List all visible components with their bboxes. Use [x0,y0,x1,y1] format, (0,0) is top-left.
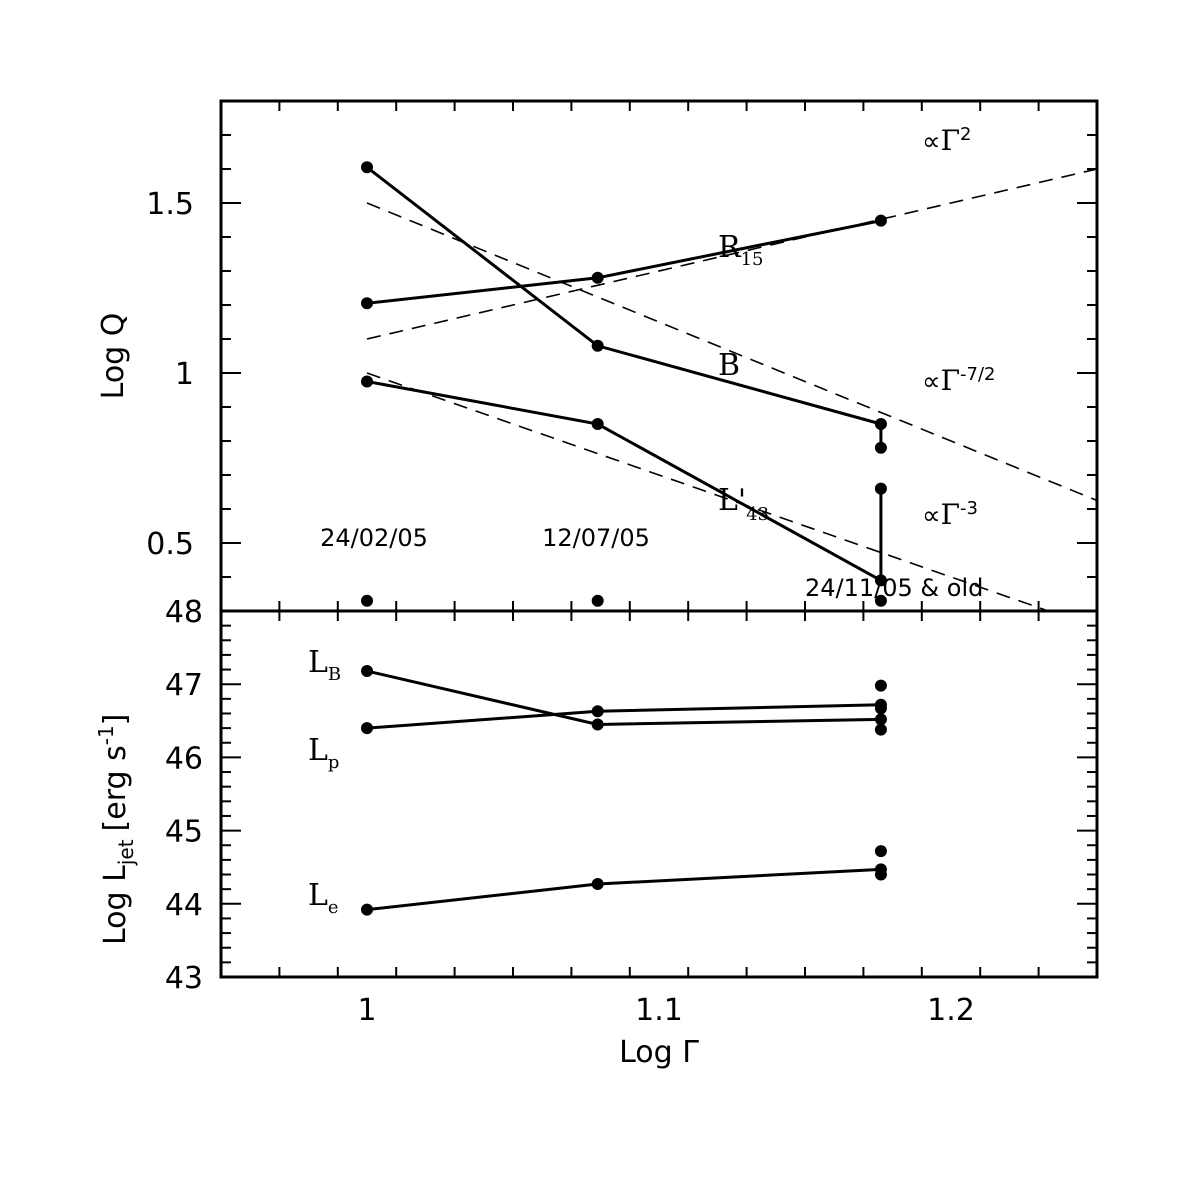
data-point [874,713,887,726]
top-ticks [220,101,1098,612]
ylabel-main: Log L [98,865,133,945]
bottom-xtick-labels: 1 1.1 1.2 [357,993,974,1028]
reference-line [366,202,1097,502]
series-line [366,219,882,305]
exponent: -7/2 [960,364,995,385]
data-point [874,679,887,692]
data-point [591,594,604,607]
data-point [361,161,373,174]
epoch-label-1: 24/02/05 [320,524,428,552]
data-point [361,903,373,916]
y-tick-label: 0.5 [146,527,194,562]
top-ytick-labels: 0.5 1 1.5 [146,187,194,562]
l43-sub: 43 [746,504,769,525]
bottom-panel: 43 44 45 46 47 48 1 1.1 1.2 Log Ljet [erg s-1] L… [94,595,1099,1070]
bottom-series [366,669,881,912]
lp-sub: p [328,752,340,773]
gamma-symbol: Γ [941,498,960,531]
gamma-symbol: Γ [941,124,960,157]
data-point [361,665,373,678]
data-point [591,705,604,718]
data-point [361,375,373,388]
data-point [874,845,887,858]
epoch-label-2: 12/07/05 [542,524,650,552]
top-series [366,166,883,582]
data-point [874,702,887,715]
r15-main: R [718,230,742,265]
bottom-panel-frame [219,609,1099,979]
series-label-lp: Lp [308,733,339,773]
data-point [591,418,604,430]
l43-main: L' [718,483,746,518]
ylabel-exp: -1 [94,725,118,745]
lb-sub: B [328,664,341,685]
series-label-b: B [718,348,740,383]
x-tick-label: 1.2 [927,993,975,1028]
data-point [591,718,604,731]
data-point [591,339,604,352]
ylabel-unit: [erg s [98,745,133,831]
top-points [361,161,887,607]
slope-label-gamma-7-2: ∝Γ-7/2 [922,364,995,397]
y-tick-label: 45 [165,815,203,850]
data-point [874,418,887,430]
y-tick-label: 1 [175,357,194,392]
bottom-ticks [220,610,1098,978]
bottom-ytick-labels: 43 44 45 46 47 48 [165,595,203,996]
prop-symbol: ∝ [922,367,941,397]
reference-line [366,372,1051,611]
slope-label-gamma2: ∝Γ2 [922,124,971,157]
data-point [874,723,887,736]
epoch-label-3: 24/11/05 & old [805,574,983,602]
data-point [361,594,373,607]
top-panel: 0.511.5 Log Q R15 B L'43 ∝Γ2 ∝Γ-7/2 ∝Γ-3… [96,99,1099,613]
prop-symbol: ∝ [922,127,941,157]
series-label-le: Le [308,878,339,918]
y-tick-label: 46 [165,741,203,776]
bottom-y-axis-label: Log Ljet [erg s-1] [94,714,138,945]
exponent: 2 [960,124,971,145]
ylabel-close: ] [98,714,133,726]
x-tick-label: 1.1 [635,993,683,1028]
ylabel-sub: jet [114,839,138,866]
data-point [591,271,604,284]
series-line [366,867,881,912]
le-sub: e [328,897,339,918]
y-tick-label: 44 [165,888,203,923]
y-tick-label: 43 [165,961,203,996]
x-tick-label: 1 [357,993,376,1028]
slope-label-gamma-3: ∝Γ-3 [922,498,978,531]
r15-sub: 15 [741,249,764,270]
data-point [874,441,887,454]
le-main: L [308,878,328,913]
y-tick-label: 1.5 [146,187,194,222]
data-point [361,297,373,310]
lp-main: L [308,733,328,768]
lb-main: L [308,645,328,680]
top-reference-lines [366,168,1097,611]
gamma-symbol: Γ [941,364,960,397]
data-point [874,868,887,881]
data-point [361,722,373,735]
prop-symbol: ∝ [922,501,941,531]
y-tick-label: 48 [165,595,203,630]
bottom-points [361,665,887,916]
x-axis-label: Log Γ [619,1035,699,1070]
series-label-lb: LB [308,645,341,685]
reference-line [366,168,1097,340]
y-tick-label: 47 [165,668,203,703]
series-label-r15: R15 [718,230,764,270]
data-point [874,482,887,495]
data-point [874,594,887,607]
data-point [874,574,887,587]
top-y-axis-label: Log Q [96,313,131,400]
data-point [591,878,604,891]
series-line [366,669,881,726]
series-label-l43: L'43 [718,483,769,525]
exponent: -3 [960,498,978,519]
data-point [874,214,887,227]
